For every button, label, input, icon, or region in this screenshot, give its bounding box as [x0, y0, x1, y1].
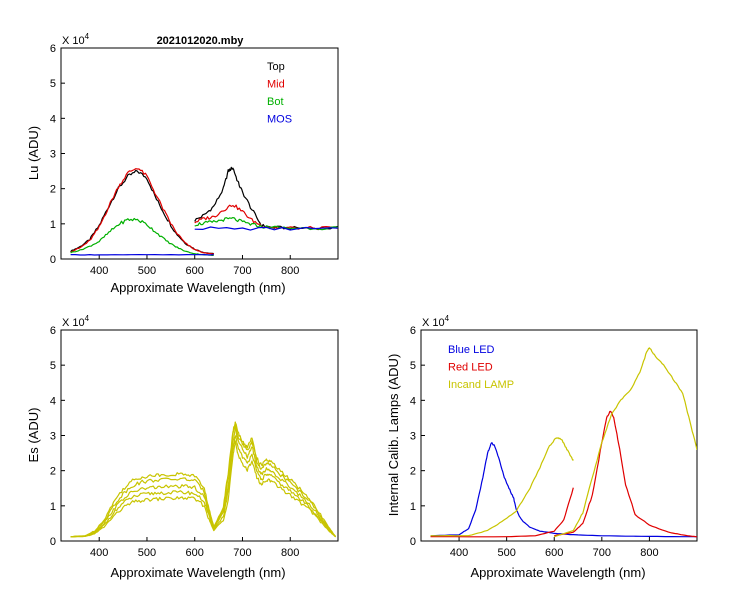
lu-y-tick-label: 5 — [50, 78, 56, 90]
es-x-axis-label: Approximate Wavelength (nm) — [110, 565, 285, 580]
lamps-y-axis-label: Internal Calib. Lamps (ADU) — [386, 354, 401, 517]
lamps-legend-blue-led: Blue LED — [448, 344, 495, 356]
es-y-tick-label: 6 — [50, 325, 56, 337]
es-y-axis-label: Es (ADU) — [26, 408, 41, 463]
lu-x-tick-label: 700 — [233, 265, 251, 277]
lamps-legend-incand-lamp: Incand LAMP — [448, 379, 514, 391]
es-y-tick-label: 1 — [50, 501, 56, 513]
lamps-x-tick-label: 500 — [497, 547, 515, 559]
lamps-y-tick-label: 6 — [410, 325, 416, 337]
lu-y-tick-label: 6 — [50, 43, 56, 55]
lu-x-axis-label: Approximate Wavelength (nm) — [110, 280, 285, 295]
lu-x-tick-label: 400 — [90, 265, 108, 277]
lamps-x-tick-label: 400 — [450, 547, 468, 559]
lu-legend-top: Top — [267, 61, 285, 73]
lu-x-tick-label: 600 — [186, 265, 204, 277]
lamps-y-tick-label: 2 — [410, 466, 416, 478]
es-x-tick-label: 800 — [281, 547, 299, 559]
es-x-tick-label: 600 — [186, 547, 204, 559]
lu-legend-mid: Mid — [267, 79, 285, 91]
lu-y-tick-label: 0 — [50, 254, 56, 266]
lamps-x-tick-label: 700 — [593, 547, 611, 559]
lamps-y-tick-label: 1 — [410, 501, 416, 513]
lamps-y-tick-label: 4 — [410, 395, 416, 407]
lamps-legend-red-led: Red LED — [448, 362, 493, 374]
lu-y-axis-label: Lu (ADU) — [26, 126, 41, 180]
es-x-tick-label: 400 — [90, 547, 108, 559]
lu-legend-bot: Bot — [267, 96, 284, 108]
lu-y-tick-label: 2 — [50, 184, 56, 196]
lamps-y-tick-label: 3 — [410, 431, 416, 443]
lamps-y-tick-label: 5 — [410, 360, 416, 372]
lu-y-tick-label: 1 — [50, 219, 56, 231]
lamps-x-tick-label: 800 — [640, 547, 658, 559]
es-y-tick-label: 0 — [50, 536, 56, 548]
es-x-tick-label: 700 — [233, 547, 251, 559]
lu-x-tick-label: 500 — [138, 265, 156, 277]
lamps-x-tick-label: 600 — [545, 547, 563, 559]
lamps-x-axis-label: Approximate Wavelength (nm) — [470, 565, 645, 580]
lu-legend-mos: MOS — [267, 114, 292, 126]
es-y-tick-label: 3 — [50, 431, 56, 443]
lu-chart-title: 2021012020.mby — [157, 35, 245, 47]
es-y-tick-label: 2 — [50, 466, 56, 478]
es-y-tick-label: 4 — [50, 395, 56, 407]
lu-y-tick-label: 4 — [50, 113, 56, 125]
lu-x-tick-label: 800 — [281, 265, 299, 277]
es-x-tick-label: 500 — [138, 547, 156, 559]
es-y-tick-label: 5 — [50, 360, 56, 372]
lu-y-tick-label: 3 — [50, 149, 56, 161]
lamps-y-tick-label: 0 — [410, 536, 416, 548]
